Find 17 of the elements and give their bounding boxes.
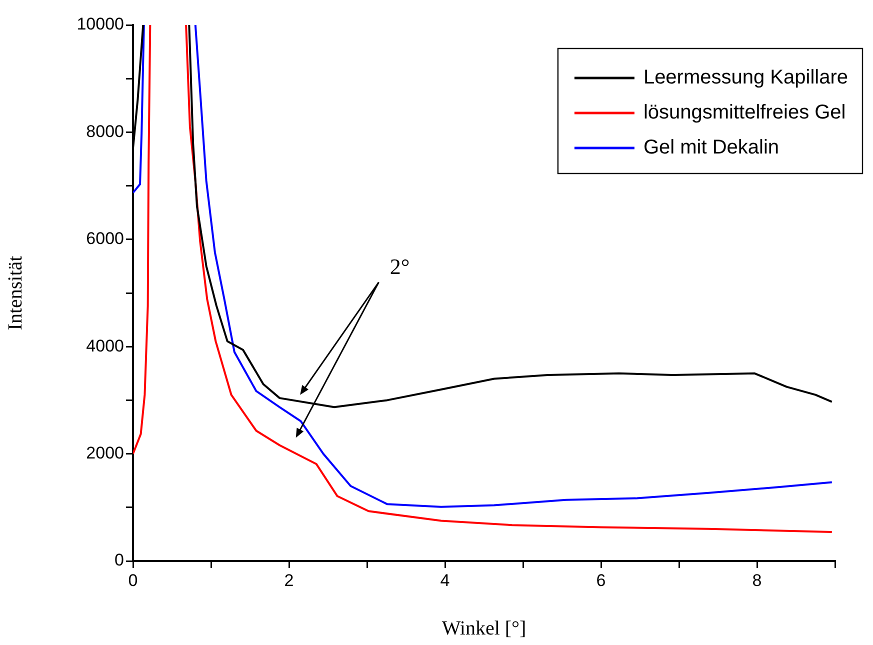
x-tick-label: 2 — [284, 570, 294, 590]
x-tick-label: 0 — [128, 570, 138, 590]
y-tick-label: 10000 — [76, 14, 124, 34]
x-tick-label: 4 — [440, 570, 450, 590]
y-tick-label: 6000 — [86, 229, 124, 248]
y-tick-label: 0 — [114, 550, 124, 570]
x-tick-label: 6 — [596, 570, 606, 590]
legend-label: Leermessung Kapillare — [643, 66, 848, 89]
annotation: 2° — [390, 254, 410, 280]
y-tick-label: 2000 — [86, 443, 124, 462]
legend-label: lösungsmittelfreies Gel — [643, 102, 846, 124]
x-axis-title: Winkel [°] — [442, 617, 526, 640]
x-tick-label: 8 — [752, 570, 762, 590]
y-axis-title: Intensität — [4, 255, 26, 330]
legend-label: Gel mit Dekalin — [643, 136, 780, 159]
y-tick-label: 8000 — [86, 122, 124, 141]
y-tick-label: 4000 — [86, 336, 124, 356]
